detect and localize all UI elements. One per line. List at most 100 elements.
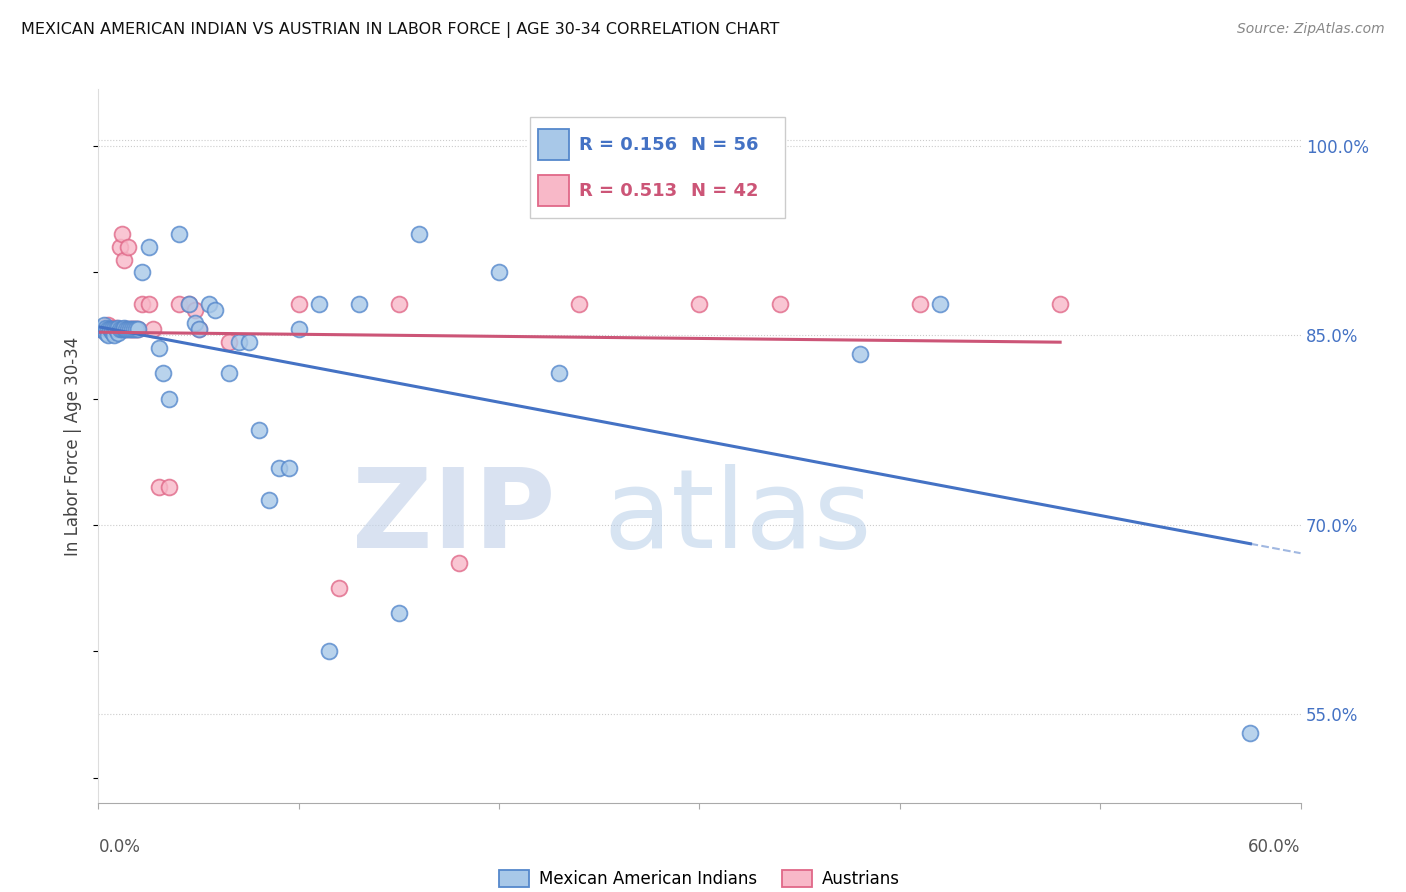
Point xyxy=(447,556,470,570)
Point xyxy=(138,240,160,254)
Text: 0.0%: 0.0% xyxy=(98,838,141,856)
FancyBboxPatch shape xyxy=(530,117,785,218)
Point xyxy=(218,334,240,349)
Point xyxy=(93,322,115,336)
Point xyxy=(101,322,124,336)
FancyBboxPatch shape xyxy=(537,176,569,206)
Point xyxy=(128,322,150,336)
Point xyxy=(114,321,136,335)
Point xyxy=(183,303,205,318)
Point xyxy=(91,322,114,336)
Point xyxy=(101,322,124,336)
Point xyxy=(97,328,120,343)
Point xyxy=(288,322,311,336)
Point xyxy=(120,322,142,336)
Point xyxy=(107,326,129,340)
Point xyxy=(131,265,153,279)
Point xyxy=(100,322,122,336)
Point xyxy=(769,297,792,311)
Point xyxy=(105,321,128,335)
Point xyxy=(93,321,115,335)
Point xyxy=(114,322,136,336)
Point xyxy=(152,367,174,381)
Y-axis label: In Labor Force | Age 30-34: In Labor Force | Age 30-34 xyxy=(65,336,83,556)
Point xyxy=(328,581,350,595)
Point xyxy=(929,297,952,311)
Point xyxy=(347,297,370,311)
Point xyxy=(107,321,129,335)
Point xyxy=(267,461,290,475)
Point xyxy=(93,318,115,333)
Point xyxy=(115,322,138,336)
Point xyxy=(114,322,136,336)
Point xyxy=(91,322,114,336)
Point xyxy=(204,303,226,318)
Text: atlas: atlas xyxy=(603,464,872,571)
Point xyxy=(388,297,411,311)
Point xyxy=(408,227,430,242)
Point xyxy=(117,322,139,336)
Point xyxy=(177,297,200,311)
Point xyxy=(114,252,136,267)
Point xyxy=(689,297,711,311)
Point xyxy=(177,297,200,311)
Point xyxy=(103,322,125,336)
Point xyxy=(111,322,134,336)
Point xyxy=(100,322,122,336)
Point xyxy=(488,265,510,279)
Point xyxy=(125,322,148,336)
Point xyxy=(247,423,270,437)
Point xyxy=(97,322,120,336)
Point xyxy=(125,322,148,336)
Point xyxy=(96,321,118,335)
Point xyxy=(103,322,125,336)
Point xyxy=(110,240,132,254)
Point xyxy=(111,227,134,242)
Point xyxy=(548,367,571,381)
Text: R = 0.156: R = 0.156 xyxy=(579,136,678,153)
Text: MEXICAN AMERICAN INDIAN VS AUSTRIAN IN LABOR FORCE | AGE 30-34 CORRELATION CHART: MEXICAN AMERICAN INDIAN VS AUSTRIAN IN L… xyxy=(21,22,779,38)
Point xyxy=(131,297,153,311)
Point xyxy=(97,318,120,333)
Point xyxy=(908,297,931,311)
Point xyxy=(167,227,190,242)
Point xyxy=(148,480,170,494)
Point xyxy=(101,325,124,339)
Point xyxy=(849,347,872,361)
Point xyxy=(1239,726,1261,740)
Point xyxy=(187,322,209,336)
Point xyxy=(157,480,180,494)
Point xyxy=(120,322,142,336)
Point xyxy=(117,240,139,254)
Point xyxy=(218,367,240,381)
Legend: Mexican American Indians, Austrians: Mexican American Indians, Austrians xyxy=(492,863,907,892)
Point xyxy=(141,322,163,336)
Point xyxy=(187,322,209,336)
Text: ZIP: ZIP xyxy=(352,464,555,571)
Point xyxy=(277,461,299,475)
Point xyxy=(318,644,340,658)
Point xyxy=(124,322,146,336)
Point xyxy=(157,392,180,406)
Text: N = 42: N = 42 xyxy=(692,182,759,200)
Point xyxy=(97,322,120,336)
Point xyxy=(308,297,330,311)
Point xyxy=(103,328,125,343)
Point xyxy=(138,297,160,311)
Point xyxy=(197,297,219,311)
Point xyxy=(89,322,111,336)
Point xyxy=(288,297,311,311)
FancyBboxPatch shape xyxy=(537,129,569,160)
Point xyxy=(107,322,129,336)
Text: R = 0.513: R = 0.513 xyxy=(579,182,678,200)
Point xyxy=(115,322,138,336)
Text: 60.0%: 60.0% xyxy=(1249,838,1301,856)
Point xyxy=(388,607,411,621)
Point xyxy=(89,322,111,336)
Point xyxy=(238,334,260,349)
Point xyxy=(96,322,118,336)
Point xyxy=(124,322,146,336)
Point xyxy=(128,322,150,336)
Text: Source: ZipAtlas.com: Source: ZipAtlas.com xyxy=(1237,22,1385,37)
Point xyxy=(568,297,591,311)
